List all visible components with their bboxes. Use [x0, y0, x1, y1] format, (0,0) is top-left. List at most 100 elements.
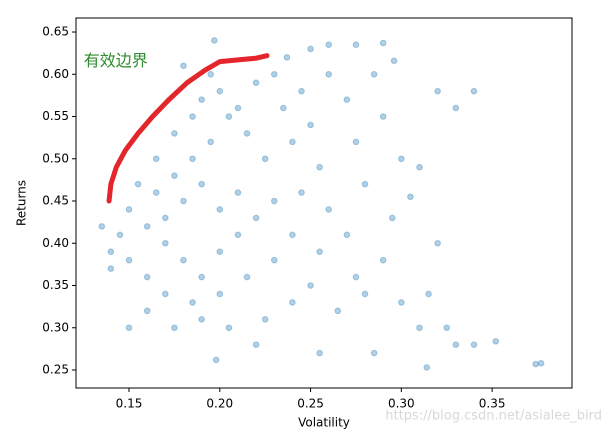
scatter-point [370, 349, 378, 357]
scatter-point [343, 96, 351, 103]
scatter-point [243, 130, 251, 137]
scatter-point [143, 273, 151, 281]
x-tick-label: 0.15 [116, 397, 143, 411]
scatter-point [370, 70, 378, 78]
scatter-point [234, 189, 242, 196]
scatter-point [361, 290, 369, 298]
scatter-point [225, 324, 233, 332]
scatter-point [207, 70, 215, 78]
scatter-point [325, 70, 333, 78]
scatter-point [171, 130, 178, 137]
scatter-point [171, 324, 178, 332]
scatter-point [307, 45, 314, 53]
scatter-point [434, 239, 441, 247]
scatter-point [216, 290, 224, 298]
scatter-point [261, 155, 269, 163]
scatter-point [452, 341, 460, 348]
scatter-point [116, 231, 124, 239]
scatter-point [470, 87, 478, 95]
watermark: https://blog.csdn.net/asialee_bird [385, 409, 602, 424]
scatter-point [180, 62, 187, 70]
scatter-point [162, 290, 169, 298]
scatter-point [180, 256, 187, 264]
scatter-point [162, 214, 169, 222]
scatter-point [416, 163, 423, 171]
scatter-point [352, 273, 360, 281]
scatter-point [379, 256, 387, 264]
scatter-point [307, 282, 314, 289]
y-tick-label: 0.25 [42, 363, 69, 377]
plot-frame [75, 17, 573, 389]
scatter-point [125, 256, 133, 264]
scatter-point [234, 104, 242, 112]
scatter-point [298, 87, 305, 95]
scatter-point [98, 223, 106, 230]
scatter-point [252, 79, 260, 87]
scatter-point [198, 273, 205, 281]
scatter-point [198, 316, 205, 323]
x-tick-label: 0.30 [388, 397, 415, 411]
scatter-point [398, 299, 405, 306]
scatter-point [316, 163, 323, 171]
scatter-point [261, 316, 269, 323]
y-tick-label: 0.30 [42, 320, 69, 334]
scatter-point [171, 172, 178, 179]
scatter-point [470, 341, 478, 348]
y-tick-label: 0.35 [42, 278, 69, 292]
scatter-point [207, 138, 215, 146]
x-tick-label: 0.25 [297, 397, 324, 411]
scatter-point [283, 54, 291, 61]
scatter-point [352, 138, 360, 146]
scatter-point [352, 41, 360, 49]
scatter-point [334, 307, 342, 315]
scatter-point [189, 155, 196, 163]
scatter-point [280, 104, 287, 112]
scatter-point [398, 155, 405, 163]
scatter-point [252, 341, 260, 348]
y-tick-label: 0.65 [42, 25, 69, 39]
scatter-point [212, 356, 220, 364]
scatter-point [189, 113, 196, 120]
scatter-point [416, 324, 423, 332]
y-axis-label: Returns [15, 180, 29, 226]
x-tick-label: 0.20 [206, 397, 233, 411]
scatter-point [198, 180, 205, 188]
scatter-point [270, 256, 278, 264]
scatter-point [252, 214, 260, 222]
scatter-point [434, 87, 441, 95]
scatter-point [307, 121, 314, 129]
scatter-point [152, 155, 160, 163]
scatter-point [270, 70, 278, 78]
scatter-point [443, 324, 451, 332]
scatter-point [388, 214, 396, 222]
scatter-point [289, 138, 296, 146]
scatter-point [189, 299, 196, 306]
scatter-point [325, 41, 333, 49]
scatter-point [492, 337, 500, 345]
scatter-point [211, 37, 218, 44]
scatter-point [423, 364, 431, 371]
scatter-point [143, 307, 151, 315]
y-tick-label: 0.50 [42, 151, 69, 165]
scatter-point [425, 290, 432, 298]
efficient-frontier [106, 53, 270, 204]
scatter-point [125, 324, 133, 332]
y-tick-label: 0.60 [42, 67, 69, 81]
scatter-point [343, 231, 351, 239]
scatter-point [298, 189, 305, 196]
scatter-point [107, 248, 115, 256]
scatter-point [216, 248, 224, 256]
scatter-point [225, 113, 233, 120]
scatter-point [407, 193, 414, 201]
scatter-point [198, 96, 205, 103]
scatter-point [452, 104, 460, 112]
annotation: 有效边界 [84, 51, 148, 70]
scatter-point [216, 87, 224, 95]
scatter-point [289, 299, 296, 306]
scatter-point [325, 206, 333, 213]
scatter-point [216, 206, 224, 213]
scatter-point [143, 223, 151, 230]
scatter-point [379, 113, 387, 120]
